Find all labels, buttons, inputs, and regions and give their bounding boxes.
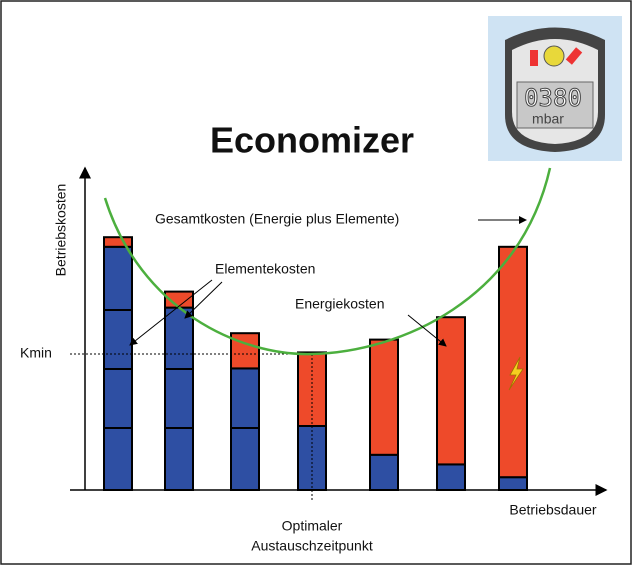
bar-segment bbox=[369, 453, 399, 491]
series-label: Elementekosten bbox=[215, 261, 315, 277]
bar-segment bbox=[230, 367, 260, 491]
arrow bbox=[129, 279, 213, 346]
bar-segment bbox=[164, 306, 194, 491]
bar-segment bbox=[436, 463, 466, 491]
bar-segment bbox=[498, 476, 528, 492]
lightning-icon bbox=[508, 356, 524, 391]
optimum-label: Optimaler bbox=[282, 518, 343, 534]
bar-segment bbox=[436, 316, 466, 466]
chart-title: Economizer bbox=[210, 120, 414, 161]
series-label: Energiekosten bbox=[295, 296, 385, 312]
kmin-label: Kmin bbox=[20, 345, 52, 361]
arrow bbox=[184, 281, 223, 319]
total-label: Gesamtkosten (Energie plus Elemente) bbox=[155, 211, 399, 227]
device-display: 0380 bbox=[524, 84, 582, 112]
arrow bbox=[407, 314, 447, 347]
bar-segment bbox=[498, 245, 528, 479]
optimum-label: Austauschzeitpunkt bbox=[251, 538, 373, 554]
x-axis-label: Betriebsdauer bbox=[509, 502, 597, 518]
bar-segment bbox=[103, 236, 133, 248]
y-axis-label: Betriebskosten bbox=[53, 184, 69, 277]
total-cost-curve bbox=[103, 167, 552, 356]
device-image: 0380 mbar bbox=[488, 16, 622, 161]
device-unit: mbar bbox=[532, 111, 564, 127]
bar-segment bbox=[369, 338, 399, 456]
